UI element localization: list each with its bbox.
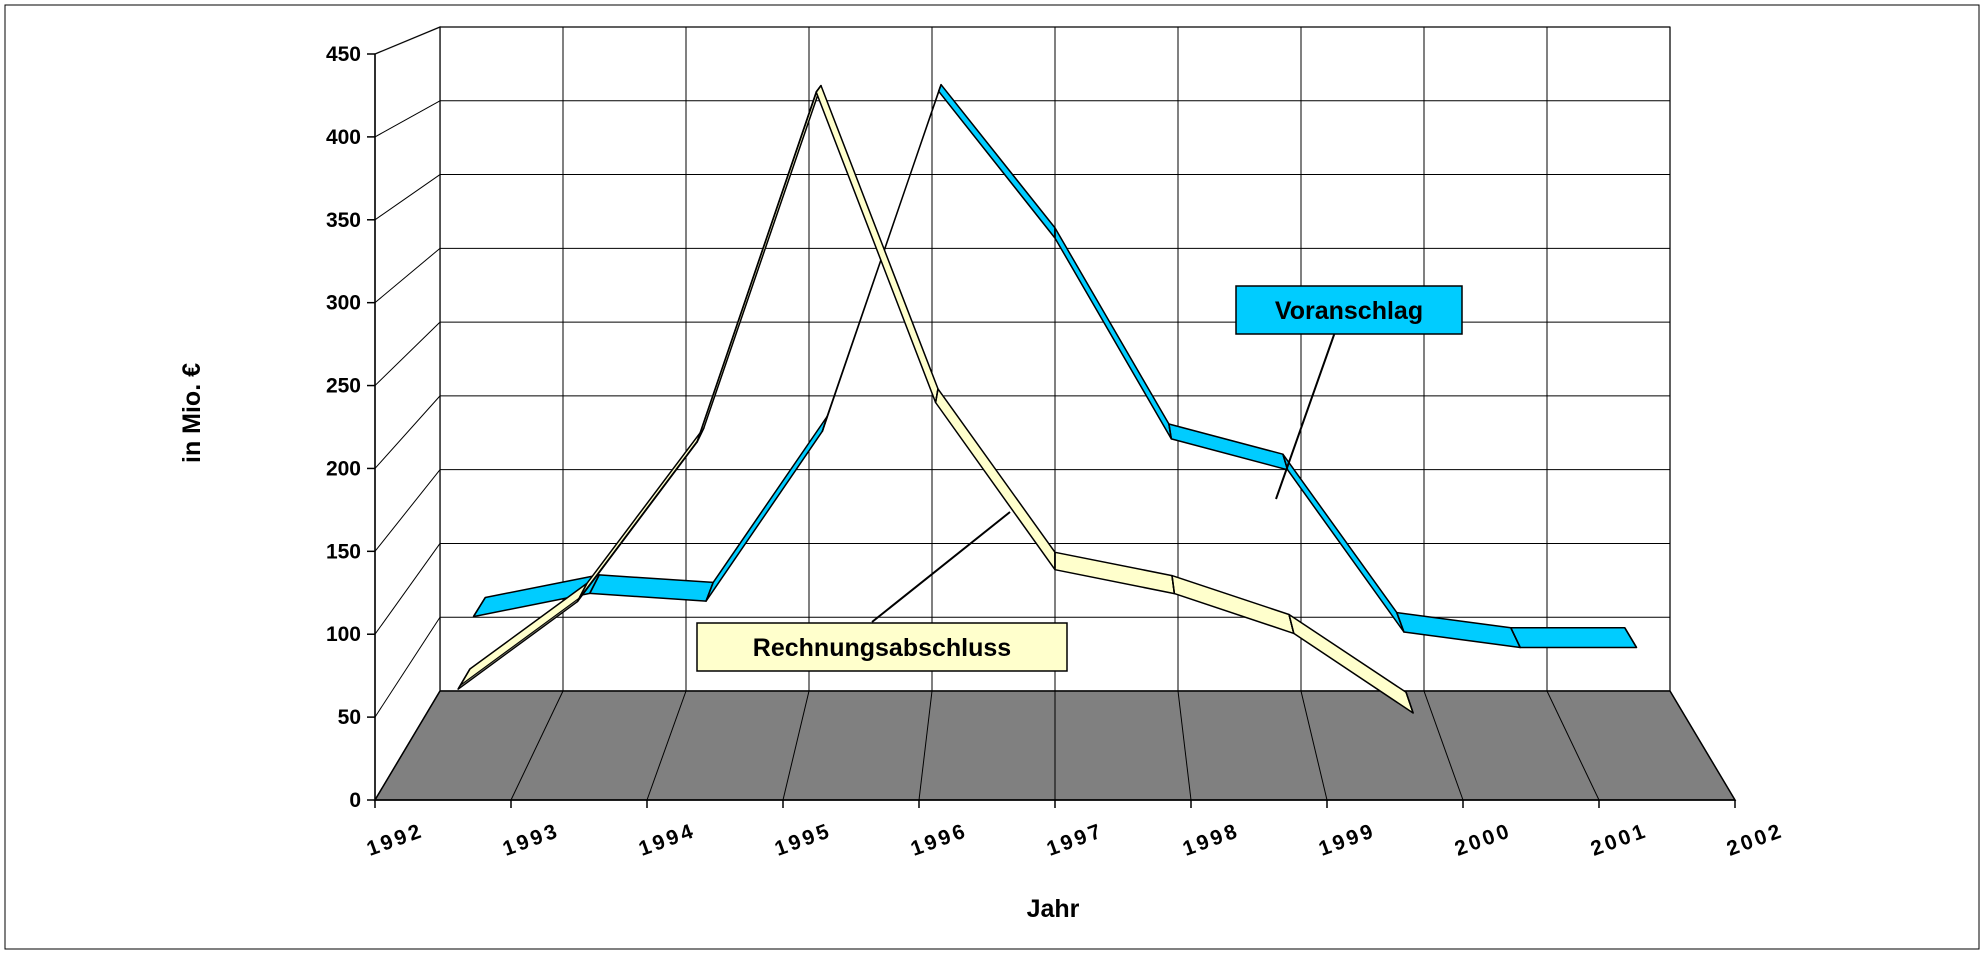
y-tick-label: 150	[326, 540, 361, 563]
data-point-1998	[1168, 423, 1173, 440]
gridline-side	[374, 543, 441, 635]
floor-gridline	[1300, 690, 1328, 801]
series-voranschlag-ribbon	[472, 83, 1638, 649]
legend-voranschlag-box	[1235, 285, 1463, 335]
data-point-2000	[1396, 612, 1405, 633]
floor-gridline	[782, 690, 810, 801]
y-axis-ticks: 0 50 100 150 200 250 300 350 400 450	[326, 43, 361, 812]
floor-gridline	[646, 690, 687, 801]
y-tick-label: 200	[326, 457, 361, 480]
legend-voranschlag: Voranschlag	[1235, 285, 1463, 500]
legend-rechnungsabschluss-leader	[871, 511, 1011, 623]
y-tick-label: 250	[326, 375, 361, 398]
data-point-1995	[821, 416, 828, 432]
data-point-1995	[815, 85, 822, 93]
gridline-side	[374, 100, 441, 138]
data-point-1993	[576, 583, 588, 602]
y-tick-label: 400	[326, 126, 361, 149]
gridline-side	[374, 174, 441, 221]
data-point-1994	[696, 427, 705, 443]
legend-rechnungsabschluss-box	[696, 622, 1068, 672]
gridline-side	[374, 616, 441, 718]
data-point-1996	[937, 84, 942, 92]
gridline-side	[374, 395, 441, 469]
y-axis-title: in Mio. €	[178, 363, 206, 463]
y-tick-label: 100	[326, 623, 361, 646]
y-tick-label: 50	[338, 706, 361, 729]
data-point-1996	[934, 388, 939, 403]
data-point-2000	[1405, 692, 1414, 714]
floor-gridline	[918, 690, 933, 801]
legend-voranschlag-leader	[1275, 331, 1336, 500]
floor-gridline	[1423, 690, 1464, 801]
series-rechnungsabschluss-ribbon	[457, 84, 1414, 714]
gridlines	[367, 26, 1736, 808]
gridline-side	[374, 247, 441, 304]
series-ribbons	[457, 83, 1638, 714]
y-tick-label: 300	[326, 292, 361, 315]
data-point-2001	[1510, 627, 1521, 648]
gridline-side	[374, 26, 441, 55]
legend-rechnungsabschluss: Rechnungsabschluss	[696, 511, 1068, 672]
data-point-1992	[472, 597, 486, 617]
floor-gridline	[510, 690, 564, 801]
data-point-1992	[457, 668, 471, 690]
legend-rechnungsabschluss-label: Rechnungsabschluss	[753, 634, 1011, 662]
x-axis-title: Jahr	[1027, 895, 1080, 923]
y-tick-label: 0	[349, 789, 361, 812]
floor-gridline	[374, 690, 441, 801]
floor-gridline	[1177, 690, 1192, 801]
data-point-1993	[589, 574, 600, 594]
data-point-1998	[1171, 575, 1176, 594]
y-tick-label: 450	[326, 43, 361, 66]
y-tick-label: 350	[326, 209, 361, 232]
gridline-side	[374, 469, 441, 552]
ribbon-segment	[1510, 626, 1638, 649]
floor-gridline	[1669, 690, 1736, 801]
gridline-side	[374, 321, 441, 386]
floor-gridline	[1546, 690, 1600, 801]
data-point-1999	[1288, 614, 1295, 634]
data-point-2002	[1624, 627, 1638, 648]
legend-voranschlag-label: Voranschlag	[1275, 297, 1423, 325]
data-point-1994	[705, 582, 714, 602]
plot-walls	[374, 25, 1671, 803]
side-wall	[374, 25, 441, 803]
